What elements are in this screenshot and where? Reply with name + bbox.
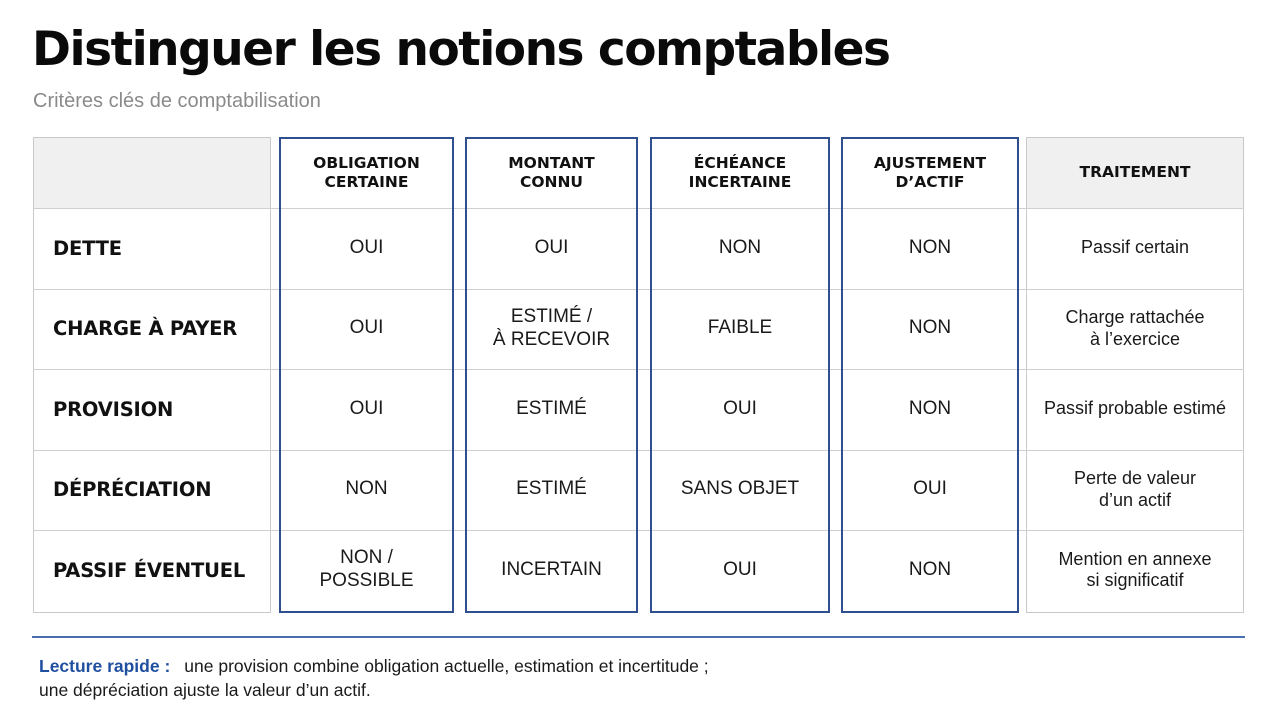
cell-r1-c1: OUI [279,208,454,289]
cell-r3-c2: ESTIMÉ [465,369,638,450]
cell-r3-c1-text: OUI [349,397,384,419]
row-label-2-text: CHARGE À PAYER [53,317,238,341]
cell-r1-c2-text: OUI [534,236,569,258]
cell-r5-c1-text: NON / POSSIBLE [319,547,414,592]
cell-r1-c3-text: NON [718,236,762,258]
cell-r3-c4-text: NON [908,397,952,419]
cell-r3-c1: OUI [279,369,454,450]
treatment-cell-5: Mention en annexe si significatif [1026,530,1244,611]
cell-r2-c4-text: NON [908,317,952,339]
row-label-header [34,138,270,208]
cell-r2-c1-text: OUI [349,317,384,339]
row-label-2: CHARGE À PAYER [33,289,271,370]
column-header-3: ÉCHÉANCE INCERTAINE [650,137,830,208]
cell-r4-c1-text: NON [345,478,388,500]
row-separator [33,530,1244,531]
row-label-1: DETTE [33,208,271,289]
footer-lead: Lecture rapide : [39,656,171,676]
treatment-cell-1: Passif certain [1026,208,1244,289]
row-label-4: DÉPRÉCIATION [33,450,271,531]
cell-r2-c4: NON [841,289,1019,370]
cell-r5-c2-text: INCERTAIN [501,558,602,580]
row-label-3-text: PROVISION [53,397,174,421]
cell-r2-c3: FAIBLE [650,289,830,370]
row-separator [33,289,1244,290]
treatment-cell-5-text: Mention en annexe si significatif [1058,548,1212,591]
page-subtitle: Critères clés de comptabilisation [33,90,321,112]
treatment-cell-3-text: Passif probable estimé [1043,398,1227,419]
footer-note: Lecture rapide : une provision combine ob… [39,655,709,702]
column-header-1: OBLIGATION CERTAINE [279,137,454,208]
row-label-1-text: DETTE [53,236,122,260]
cell-r4-c2-text: ESTIMÉ [516,478,587,500]
column-header-1-text: OBLIGATION CERTAINE [313,153,420,191]
cell-r5-c4: NON [841,530,1019,611]
cell-r1-c2: OUI [465,208,638,289]
row-label-5-text: PASSIF ÉVENTUEL [53,558,246,582]
row-separator [33,369,1244,370]
cell-r5-c1: NON / POSSIBLE [279,530,454,611]
row-label-3: PROVISION [33,369,271,450]
footer-line-1: une provision combine obligation actuell… [184,656,709,676]
cell-r4-c3-text: SANS OBJET [680,478,800,500]
row-label-4-text: DÉPRÉCIATION [53,478,212,502]
row-label-column [33,137,271,613]
cell-r2-c2-text: ESTIMÉ / À RECEVOIR [492,305,611,350]
column-header-5: TRAITEMENT [1026,137,1244,208]
column-header-5-text: TRAITEMENT [1079,163,1191,182]
footer-divider [32,636,1245,638]
treatment-header-bg [1027,138,1243,208]
cell-r4-c4-text: OUI [913,478,947,500]
treatment-cell-3: Passif probable estimé [1026,369,1244,450]
cell-r2-c1: OUI [279,289,454,370]
cell-r4-c1: NON [279,450,454,531]
row-separator [33,450,1244,451]
column-header-4: AJUSTEMENT D’ACTIF [841,137,1019,208]
treatment-cell-4: Perte de valeur d’un actif [1026,450,1244,531]
cell-r3-c3-text: OUI [723,397,757,419]
page-title: Distinguer les notions comptables [32,22,891,77]
cell-r1-c3: NON [650,208,830,289]
treatment-cell-2-text: Charge rattachée à l’exercice [1065,307,1205,349]
cell-r5-c3: OUI [650,530,830,611]
cell-r2-c2: ESTIMÉ / À RECEVOIR [465,289,638,370]
cell-r1-c4: NON [841,208,1019,289]
column-header-4-text: AJUSTEMENT D’ACTIF [873,153,987,191]
cell-r3-c2-text: ESTIMÉ [516,397,587,419]
cell-r1-c1-text: OUI [349,236,384,258]
row-separator [33,208,1244,209]
cell-r4-c4: OUI [841,450,1019,531]
cell-r5-c4-text: NON [908,558,952,580]
cell-r2-c3-text: FAIBLE [707,317,773,339]
treatment-cell-1-text: Passif certain [1080,237,1190,258]
treatment-cell-4-text: Perte de valeur d’un actif [1073,468,1197,510]
cell-r3-c3: OUI [650,369,830,450]
cell-r5-c2: INCERTAIN [465,530,638,611]
column-header-2: MONTANT CONNU [465,137,638,208]
cell-r1-c4-text: NON [908,236,952,258]
cell-r4-c2: ESTIMÉ [465,450,638,531]
footer-line-2: une dépréciation ajuste la valeur d’un a… [39,679,371,700]
cell-r5-c3-text: OUI [723,558,757,580]
treatment-cell-2: Charge rattachée à l’exercice [1026,289,1244,370]
column-header-3-text: ÉCHÉANCE INCERTAINE [688,153,792,191]
column-header-2-text: MONTANT CONNU [508,153,595,191]
cell-r3-c4: NON [841,369,1019,450]
row-label-5: PASSIF ÉVENTUEL [33,530,271,611]
treatment-column [1026,137,1244,613]
cell-r4-c3: SANS OBJET [650,450,830,531]
